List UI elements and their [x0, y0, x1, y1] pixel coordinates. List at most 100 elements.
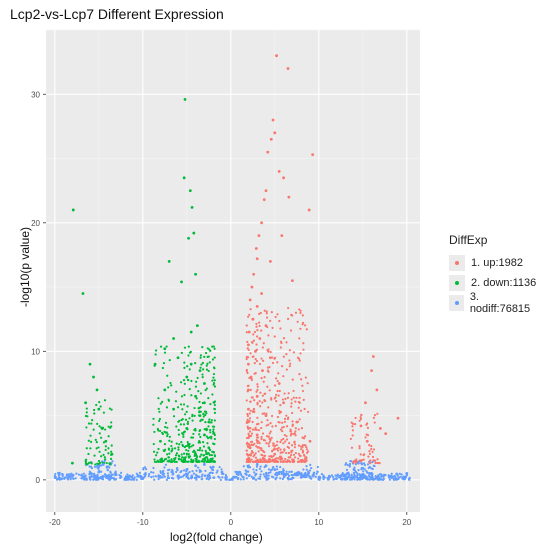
nodiff-point [170, 476, 174, 480]
up-point [269, 259, 272, 263]
down-point [161, 432, 165, 436]
down-point [181, 408, 184, 411]
nodiff-point [114, 474, 117, 477]
down-point [156, 427, 159, 431]
down-point [194, 272, 198, 276]
down-point [98, 432, 101, 435]
up-point [275, 400, 278, 403]
up-point [290, 450, 293, 453]
y-tick-label: 0 [36, 476, 41, 485]
nodiff-point [167, 474, 170, 477]
up-point [279, 448, 282, 451]
nodiff-point [344, 462, 348, 465]
nodiff-point [193, 476, 196, 480]
nodiff-point [123, 477, 127, 480]
up-point [278, 319, 281, 323]
down-point [183, 346, 187, 349]
up-point [365, 433, 368, 436]
nodiff-point [136, 475, 139, 478]
down-point [198, 414, 202, 417]
up-point [260, 329, 263, 332]
nodiff-point [343, 473, 347, 477]
up-point [255, 257, 259, 261]
up-point [273, 356, 277, 359]
up-point [288, 365, 291, 368]
up-point [294, 400, 297, 403]
nodiff-point [242, 476, 245, 479]
down-point [153, 362, 157, 366]
down-point [191, 413, 194, 417]
down-point [192, 460, 195, 463]
down-point [175, 425, 178, 428]
up-point [245, 331, 248, 334]
down-point [174, 400, 178, 403]
up-point [267, 350, 270, 353]
up-point [279, 410, 283, 414]
nodiff-point [93, 472, 96, 475]
up-point [369, 459, 372, 462]
up-point [248, 446, 252, 450]
nodiff-point [344, 478, 347, 481]
down-point [163, 449, 166, 453]
down-point [166, 434, 169, 438]
down-point [165, 345, 168, 348]
up-point [255, 343, 258, 346]
up-point [247, 457, 250, 461]
up-point [263, 454, 266, 458]
up-point [296, 356, 300, 359]
legend-label-nodiff: 3. nodiff:76815 [469, 291, 531, 315]
up-point [304, 324, 307, 327]
down-point [199, 441, 202, 444]
up-point [246, 453, 249, 456]
up-point [351, 434, 354, 437]
nodiff-point [265, 478, 268, 481]
nodiff-point [106, 474, 109, 478]
nodiff-point [211, 465, 215, 469]
down-point [206, 458, 209, 461]
up-point [293, 443, 297, 446]
nodiff-point [332, 478, 335, 481]
down-point [198, 433, 201, 436]
up-point [277, 394, 280, 397]
up-point [276, 449, 280, 452]
nodiff-point [285, 470, 288, 473]
nodiff-point [110, 473, 114, 476]
y-tick-label: 20 [31, 219, 40, 228]
nodiff-point [307, 470, 310, 473]
up-point [270, 436, 273, 439]
nodiff-point [269, 471, 272, 474]
up-point [265, 435, 269, 438]
nodiff-point [330, 474, 333, 477]
down-point [211, 345, 214, 348]
nodiff-point [150, 475, 153, 479]
down-point [185, 375, 189, 379]
up-point [276, 379, 279, 383]
data-points [57, 54, 409, 480]
down-point [167, 456, 171, 459]
up-point [365, 439, 369, 443]
up-point [295, 396, 298, 399]
up-point [256, 385, 259, 388]
down-point [211, 379, 214, 382]
down-point [152, 423, 155, 426]
nodiff-point [326, 476, 329, 480]
up-point [359, 417, 363, 421]
down-point [207, 397, 210, 400]
up-point [252, 460, 255, 463]
up-point [298, 401, 301, 404]
nodiff-point [119, 476, 122, 479]
down-point [174, 454, 178, 457]
up-point [262, 198, 266, 202]
nodiff-point [152, 475, 155, 478]
up-point [384, 432, 388, 435]
up-point [267, 442, 270, 445]
down-point [189, 362, 193, 366]
nodiff-point [113, 464, 117, 467]
nodiff-point [225, 475, 228, 479]
down-point [190, 394, 193, 397]
up-point [283, 392, 286, 395]
nodiff-point [378, 473, 381, 476]
down-point [176, 356, 180, 360]
nodiff-point [356, 474, 359, 478]
nodiff-point [234, 470, 237, 473]
